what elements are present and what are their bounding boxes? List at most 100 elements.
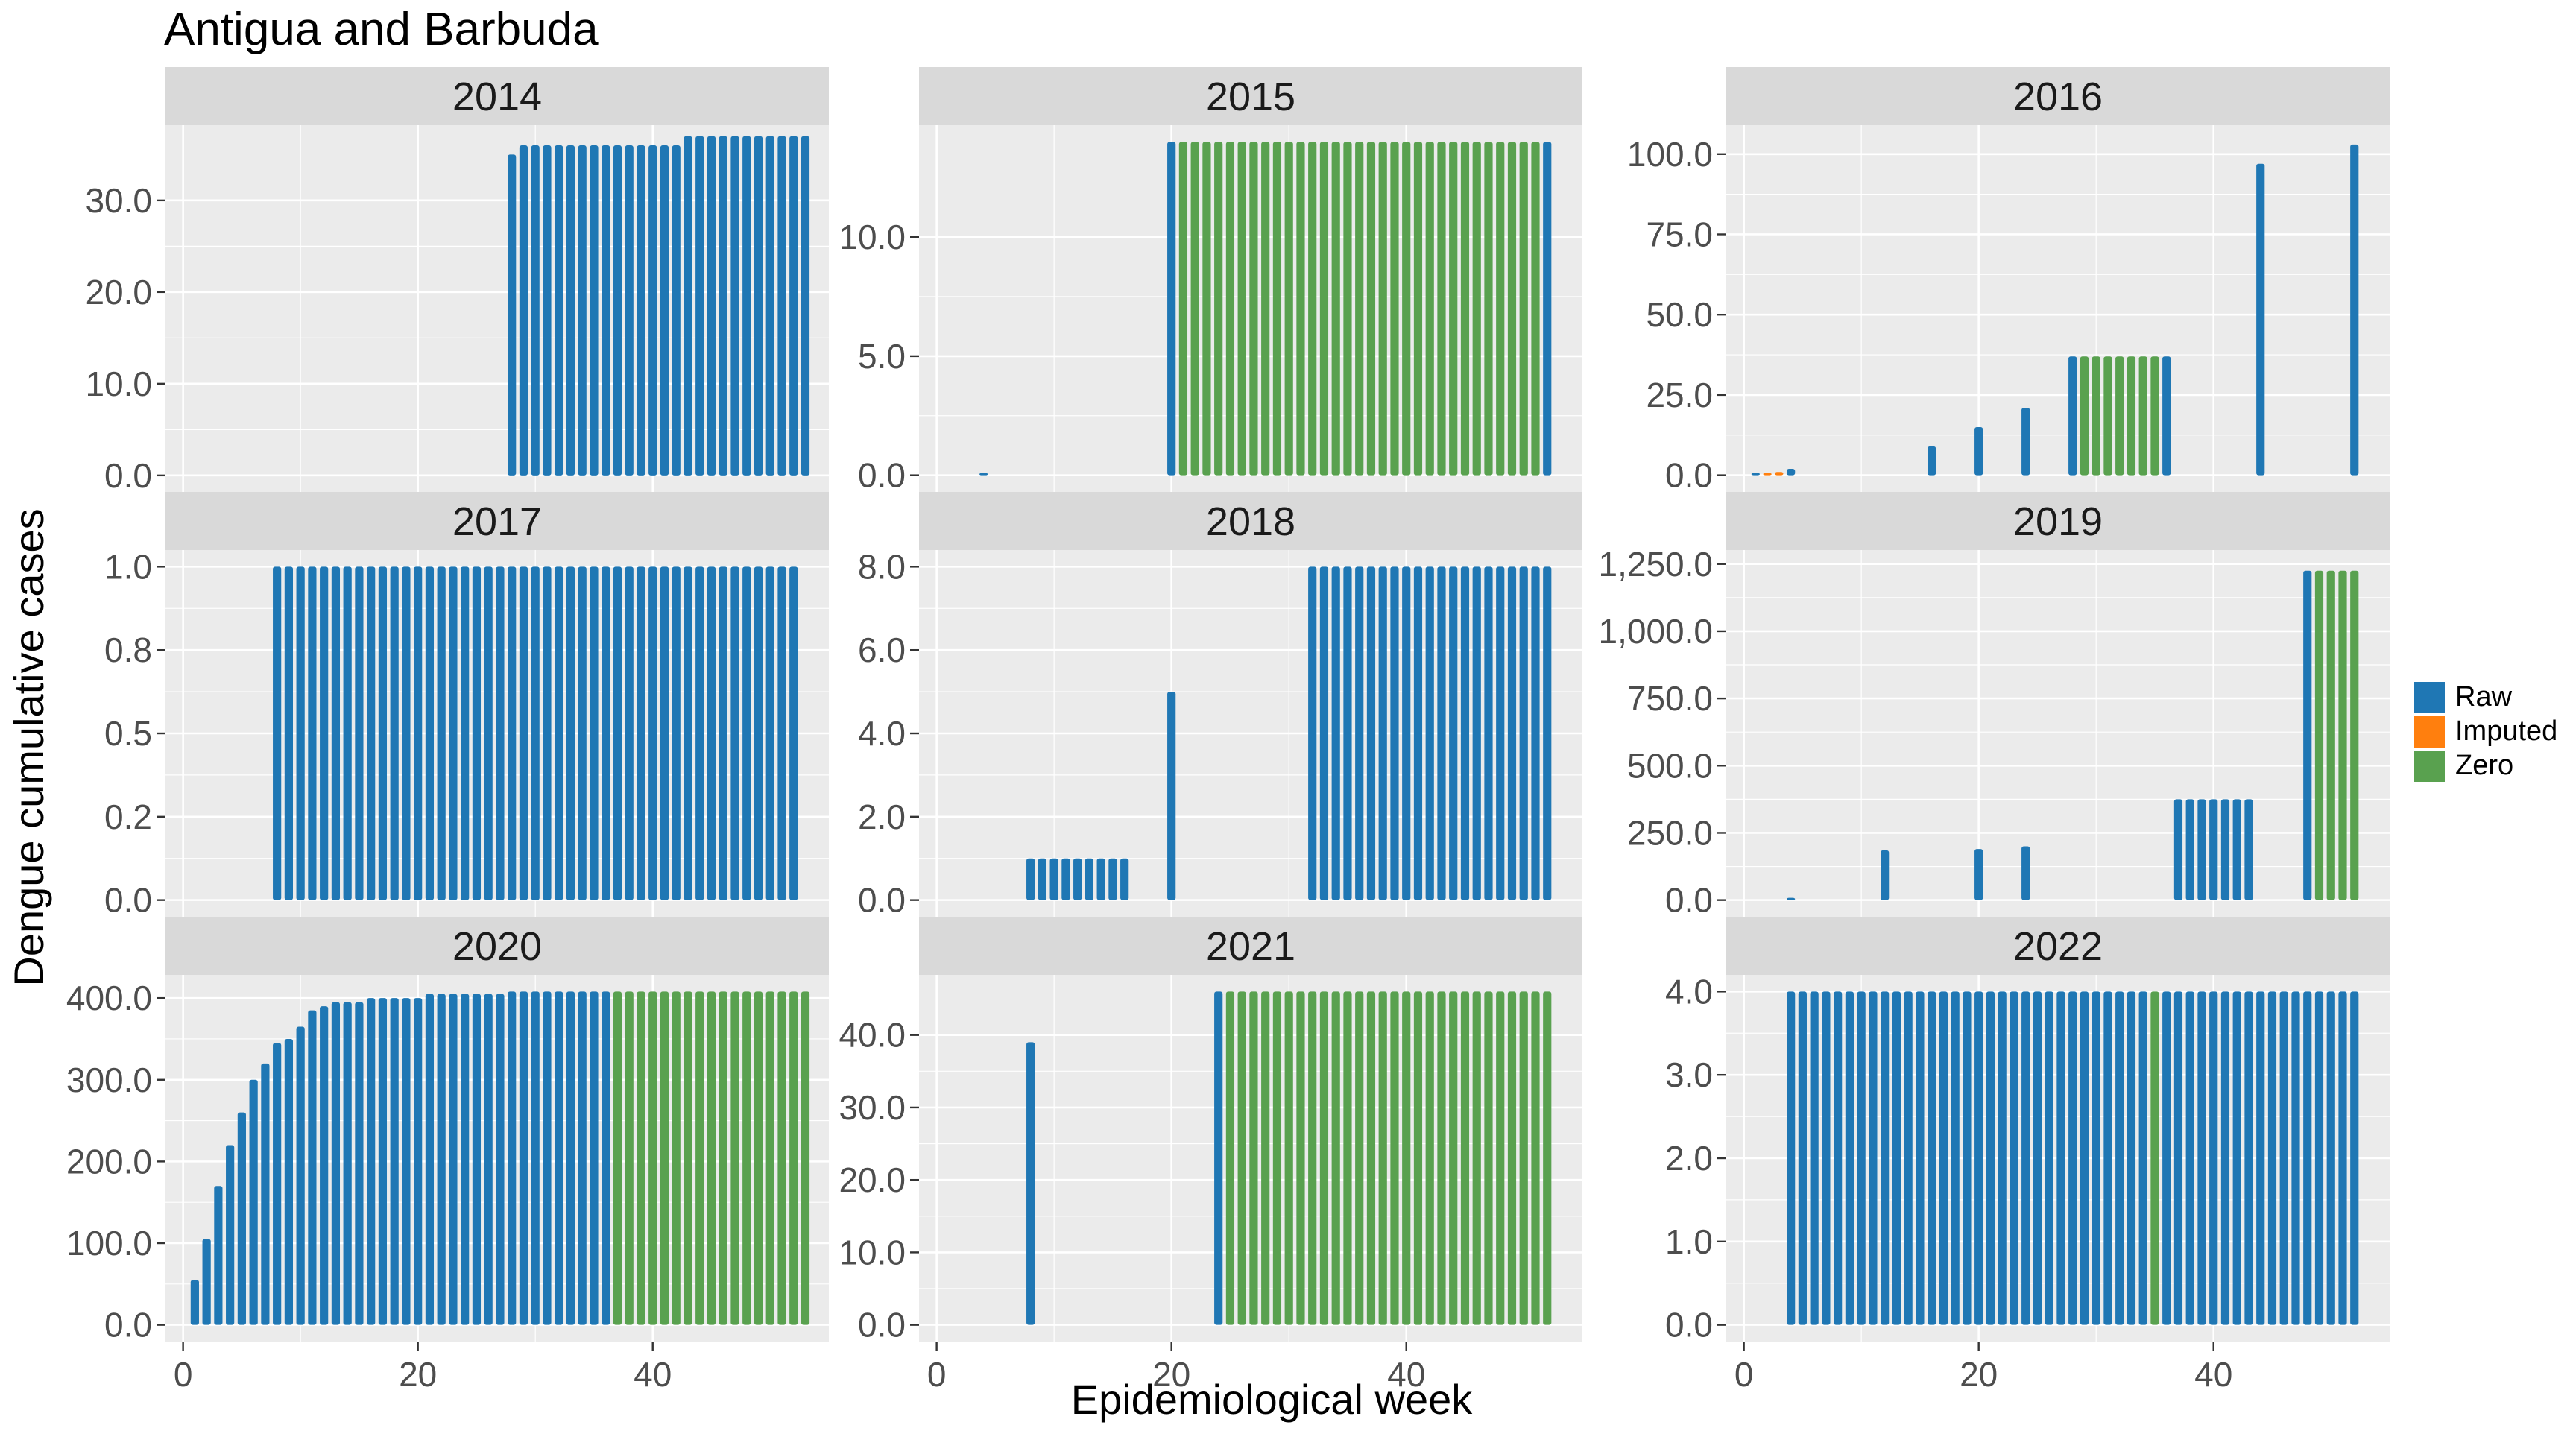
bar-raw	[1951, 991, 1960, 1325]
bar-raw	[449, 566, 458, 900]
bar-raw	[496, 994, 505, 1325]
bar-raw	[461, 566, 470, 900]
bar-zero	[1519, 142, 1528, 476]
bar-raw	[508, 154, 517, 476]
y-tick-label: 1,000.0	[1599, 612, 1713, 651]
bar-raw	[1881, 850, 1890, 900]
facet-strip-label: 2018	[1206, 499, 1295, 544]
bar-raw	[355, 566, 364, 900]
bar-raw	[660, 566, 669, 900]
x-axis-title: Epidemiological week	[1071, 1376, 1474, 1423]
bar-raw	[214, 1186, 223, 1325]
bar-zero	[2103, 356, 2112, 476]
bar-raw	[2244, 799, 2253, 900]
y-tick-label: 0.2	[104, 797, 152, 836]
bar-zero	[1472, 991, 1481, 1325]
bar-raw	[578, 991, 587, 1325]
bar-raw	[1355, 566, 1364, 900]
bar-zero	[1190, 142, 1199, 476]
bar-raw	[1026, 858, 1035, 900]
bar-raw	[730, 136, 739, 476]
bar-zero	[1355, 142, 1364, 476]
bar-zero	[1249, 142, 1258, 476]
bar-raw	[566, 991, 575, 1325]
y-tick-label: 75.0	[1646, 215, 1713, 253]
y-tick-label: 40.0	[839, 1016, 906, 1055]
y-tick-label: 2.0	[1665, 1139, 1713, 1178]
bar-raw	[1845, 991, 1854, 1325]
bar-raw	[1472, 566, 1481, 900]
bar-raw	[1928, 446, 1936, 476]
bar-raw	[367, 566, 376, 900]
y-tick-label: 10.0	[839, 1233, 906, 1272]
bar-raw	[1049, 858, 1058, 900]
bar-zero	[1390, 142, 1399, 476]
bar-zero	[1225, 142, 1235, 476]
bar-raw	[2256, 991, 2265, 1325]
bar-zero	[1343, 991, 1352, 1325]
bar-raw	[1413, 566, 1423, 900]
bar-raw	[660, 145, 669, 476]
bar-raw	[1108, 858, 1117, 900]
bar-raw	[742, 566, 751, 900]
bar-raw	[284, 1038, 293, 1325]
panel-2016: 2016 0.0 25.0 50.0 75.0 100.0	[1627, 67, 2390, 499]
bar-zero	[1225, 991, 1235, 1325]
bar-raw	[519, 566, 528, 900]
bar-raw	[543, 145, 552, 476]
bar-raw	[672, 145, 681, 476]
bar-zero	[1331, 142, 1340, 476]
bar-zero	[719, 991, 727, 1325]
y-tick-label: 300.0	[66, 1061, 152, 1099]
bar-zero	[730, 991, 739, 1325]
bar-raw	[425, 566, 435, 900]
bar-zero	[625, 991, 634, 1325]
bar-zero	[1296, 142, 1305, 476]
bar-raw	[2068, 991, 2077, 1325]
bar-raw	[519, 145, 528, 476]
bar-zero	[648, 991, 657, 1325]
bar-zero	[1460, 142, 1470, 476]
x-tick-label: 20	[1960, 1355, 1998, 1394]
bar-raw	[789, 566, 798, 900]
bar-raw	[343, 1002, 352, 1325]
y-tick-label: 0.0	[858, 456, 906, 495]
bar-raw	[308, 1010, 317, 1325]
bar-raw	[2174, 799, 2183, 900]
bar-zero	[801, 991, 810, 1325]
bar-zero	[1449, 142, 1458, 476]
y-tick-label: 100.0	[66, 1224, 152, 1263]
bar-raw	[531, 991, 540, 1325]
bar-zero	[1531, 991, 1540, 1325]
panel-2018: 2018 0.0 2.0 4.0 6.0 8.0	[858, 492, 1582, 924]
bar-zero	[754, 991, 763, 1325]
bar-raw	[2303, 991, 2312, 1325]
bar-zero	[1366, 991, 1376, 1325]
bar-raw	[1869, 991, 1878, 1325]
x-tick-label: 20	[399, 1355, 437, 1394]
y-tick-label: 0.0	[1665, 881, 1713, 920]
legend-item-imputed: Imputed	[2414, 716, 2557, 748]
bar-raw	[2326, 991, 2335, 1325]
bar-raw	[1085, 858, 1094, 900]
bar-raw	[1366, 566, 1376, 900]
x-tick-label: 20	[1152, 1355, 1190, 1394]
y-tick-label: 0.8	[104, 631, 152, 669]
bar-raw	[2080, 991, 2089, 1325]
bar-raw	[425, 994, 435, 1325]
y-tick-label: 10.0	[839, 218, 906, 256]
bar-raw	[1834, 991, 1843, 1325]
bar-raw	[1073, 858, 1082, 900]
bar-raw	[672, 566, 681, 900]
bar-raw	[531, 145, 540, 476]
bar-raw	[1881, 991, 1890, 1325]
bar-raw	[637, 566, 645, 900]
bar-zero	[765, 991, 774, 1325]
bar-raw	[2291, 991, 2300, 1325]
y-tick-label: 0.0	[858, 1306, 906, 1345]
bar-raw	[190, 1280, 199, 1325]
bar-raw	[602, 566, 610, 900]
bar-raw	[2232, 991, 2241, 1325]
facet-strip-label: 2021	[1206, 924, 1295, 969]
bar-raw	[1986, 991, 1995, 1325]
